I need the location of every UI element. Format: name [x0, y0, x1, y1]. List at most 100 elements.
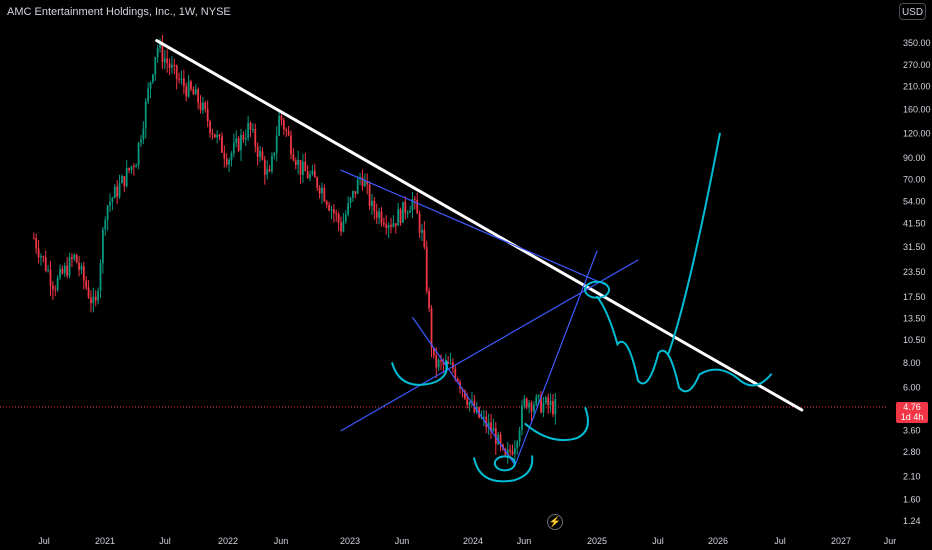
- bar-countdown: 1d 4h: [900, 412, 924, 422]
- projected-path: [596, 295, 773, 393]
- candle: [275, 126, 278, 162]
- candle: [371, 194, 373, 216]
- candle: [473, 394, 476, 414]
- candle: [218, 133, 221, 141]
- candle: [511, 444, 514, 456]
- candle: [344, 210, 347, 224]
- candle: [335, 209, 338, 222]
- candle: [94, 290, 97, 307]
- candle: [285, 127, 288, 138]
- candle: [282, 117, 285, 136]
- y-tick-label: 6.00: [903, 382, 921, 392]
- candle: [485, 410, 488, 434]
- candle: [197, 87, 200, 110]
- candle: [368, 181, 371, 210]
- candle: [66, 257, 69, 279]
- candle: [144, 97, 147, 139]
- candle: [468, 401, 471, 412]
- x-tick-label: Jul: [652, 536, 664, 546]
- candle: [59, 264, 61, 281]
- candle: [499, 431, 502, 452]
- candle: [304, 152, 307, 172]
- candle: [206, 100, 209, 128]
- y-tick-label: 41.50: [903, 219, 926, 229]
- candle: [199, 95, 202, 114]
- candle: [178, 72, 180, 84]
- y-tick-label: 1.24: [903, 516, 921, 526]
- descending-trendline: [155, 39, 804, 412]
- candle: [237, 136, 240, 152]
- candle: [294, 157, 297, 170]
- candle: [337, 211, 340, 231]
- candle: [523, 395, 526, 409]
- v-left-line: [412, 316, 516, 466]
- candle: [42, 255, 45, 263]
- candle: [201, 96, 204, 115]
- candle: [230, 151, 233, 167]
- candle: [321, 182, 323, 204]
- candle: [404, 196, 407, 220]
- y-tick-label: 160.00: [903, 104, 931, 114]
- candle: [271, 152, 273, 174]
- candle: [156, 44, 159, 63]
- y-tick-label: 54.00: [903, 196, 926, 206]
- x-tick-label: 2022: [218, 536, 238, 546]
- x-tick-label: Jun: [517, 536, 532, 546]
- candle: [309, 170, 311, 182]
- candle: [421, 224, 423, 242]
- candle: [521, 400, 523, 436]
- candle: [101, 226, 104, 274]
- candle: [411, 191, 414, 218]
- candle: [325, 199, 328, 209]
- projected-breakout: [667, 132, 721, 355]
- y-tick-label: 210.00: [903, 81, 931, 91]
- candle: [373, 196, 376, 220]
- x-tick-label: Jul: [38, 536, 50, 546]
- candle: [256, 142, 259, 166]
- candle: [111, 196, 114, 211]
- candle: [106, 204, 109, 231]
- candle: [61, 265, 64, 275]
- candle: [63, 262, 66, 277]
- y-tick-label: 8.00: [903, 358, 921, 368]
- last-price-value: 4.76: [903, 402, 921, 412]
- candle: [240, 128, 242, 161]
- candle: [406, 210, 409, 219]
- candle: [552, 394, 554, 418]
- candle: [497, 431, 500, 445]
- candle: [332, 204, 335, 223]
- candle: [266, 160, 269, 180]
- candle: [323, 184, 326, 203]
- x-tick-label: 2026: [708, 536, 728, 546]
- candle: [506, 441, 509, 464]
- y-tick-label: 2.10: [903, 471, 921, 481]
- candle: [347, 196, 350, 217]
- candle: [232, 133, 235, 158]
- candle: [259, 145, 261, 163]
- candle: [254, 123, 257, 153]
- y-tick-label: 31.50: [903, 242, 926, 252]
- candle: [356, 176, 359, 195]
- candle: [509, 444, 511, 459]
- candle: [463, 389, 466, 401]
- candle: [73, 253, 76, 262]
- candle: [113, 184, 116, 199]
- y-tick-label: 350.00: [903, 38, 931, 48]
- candle: [278, 110, 280, 137]
- candle: [147, 82, 150, 105]
- candle: [142, 121, 145, 145]
- candle: [249, 121, 252, 138]
- candle: [302, 153, 304, 183]
- candle: [187, 75, 190, 99]
- candle: [440, 354, 442, 371]
- y-tick-label: 13.50: [903, 314, 926, 324]
- currency-button[interactable]: USD: [899, 3, 926, 20]
- lightning-icon[interactable]: ⚡: [547, 514, 563, 530]
- x-tick-label: 2025: [587, 536, 607, 546]
- candle: [530, 400, 533, 422]
- candle: [211, 128, 214, 140]
- candle: [268, 164, 271, 173]
- candle: [154, 56, 157, 81]
- last-price-badge: 4.76 1d 4h: [896, 402, 928, 423]
